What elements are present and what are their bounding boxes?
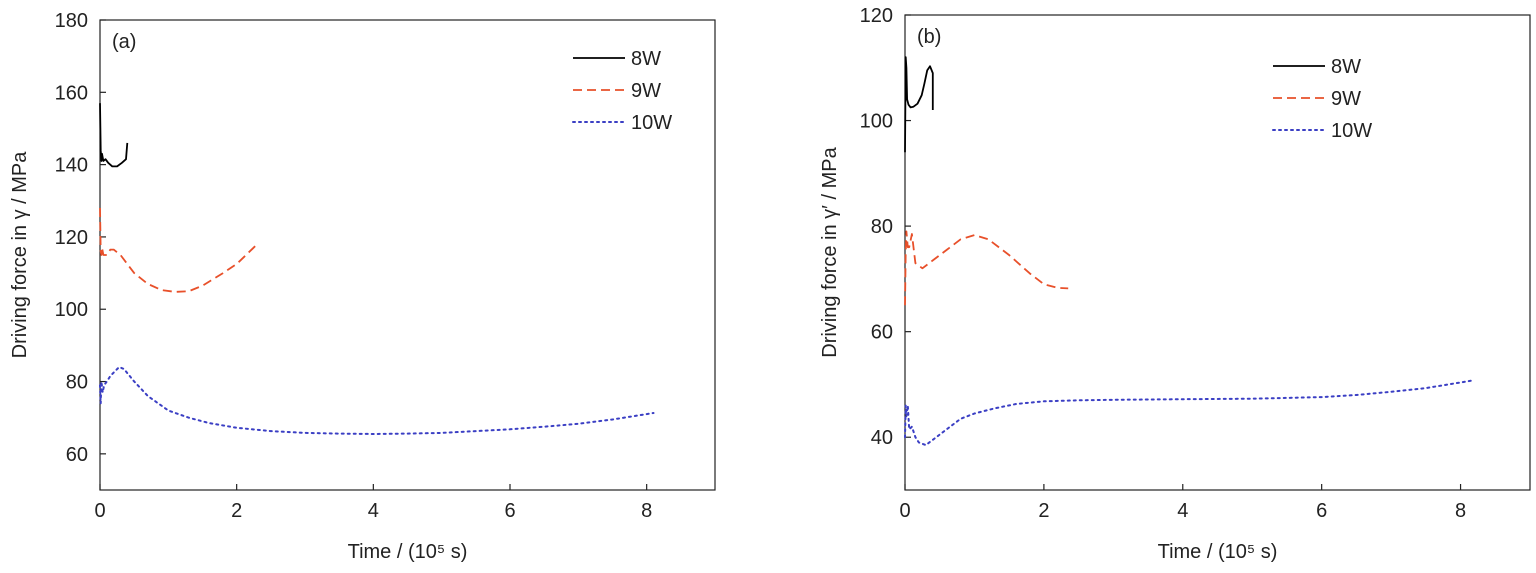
x-tick-label: 0 xyxy=(899,500,910,522)
y-tick-label: 60 xyxy=(66,444,88,466)
y-tick-label: 180 xyxy=(55,10,88,32)
y-tick-label: 100 xyxy=(55,299,88,321)
legend-label-9w: 9W xyxy=(1331,88,1361,110)
legend-label-10w: 10W xyxy=(631,112,672,134)
panel-label: (b) xyxy=(917,26,941,48)
legend-label-9w: 9W xyxy=(631,80,661,102)
panel-label: (a) xyxy=(112,31,136,53)
y-tick-label: 160 xyxy=(55,82,88,104)
y-tick-label: 40 xyxy=(871,427,893,449)
series-line-8w xyxy=(904,56,934,153)
y-tick-label: 80 xyxy=(871,216,893,238)
y-tick-label: 140 xyxy=(55,155,88,177)
x-tick-label: 6 xyxy=(1316,500,1327,522)
plot-frame xyxy=(904,14,1531,491)
x-tick-label: 8 xyxy=(641,500,652,522)
y-tick-label: 120 xyxy=(55,227,88,249)
x-tick-label: 8 xyxy=(1455,500,1466,522)
x-tick-label: 2 xyxy=(231,500,242,522)
series-line-8w xyxy=(99,103,129,168)
y-axis-label: Driving force in γ′ / MPa xyxy=(819,146,841,357)
series-line-9w xyxy=(99,207,258,293)
y-tick-label: 100 xyxy=(860,111,893,133)
x-axis-label: Time / (10⁵ s) xyxy=(348,541,468,563)
x-tick-label: 4 xyxy=(368,500,379,522)
legend-label-8w: 8W xyxy=(631,48,661,70)
x-tick-label: 4 xyxy=(1177,500,1188,522)
x-tick-label: 0 xyxy=(94,500,105,522)
series-line-9w xyxy=(904,230,1069,306)
series-line-10w xyxy=(904,379,1476,447)
x-tick-label: 6 xyxy=(504,500,515,522)
x-tick-label: 2 xyxy=(1038,500,1049,522)
y-axis-label: Driving force in γ / MPa xyxy=(9,151,31,359)
plot-frame xyxy=(99,19,716,491)
y-tick-label: 120 xyxy=(860,5,893,27)
x-axis-label: Time / (10⁵ s) xyxy=(1158,541,1278,563)
y-tick-label: 80 xyxy=(66,372,88,394)
series-line-10w xyxy=(99,366,655,435)
chart-panel-a: 0 2 4 6 8 60 80 100 120 140 160 180 Time / (10⁵ s) Dr… xyxy=(9,10,716,563)
legend-label-10w: 10W xyxy=(1331,120,1372,142)
legend-label-8w: 8W xyxy=(1331,56,1361,78)
chart-panel-b: 0 2 4 6 8 40 60 80 100 120 Time / (10⁵ s) Driving f… xyxy=(819,5,1531,563)
y-tick-label: 60 xyxy=(871,322,893,344)
